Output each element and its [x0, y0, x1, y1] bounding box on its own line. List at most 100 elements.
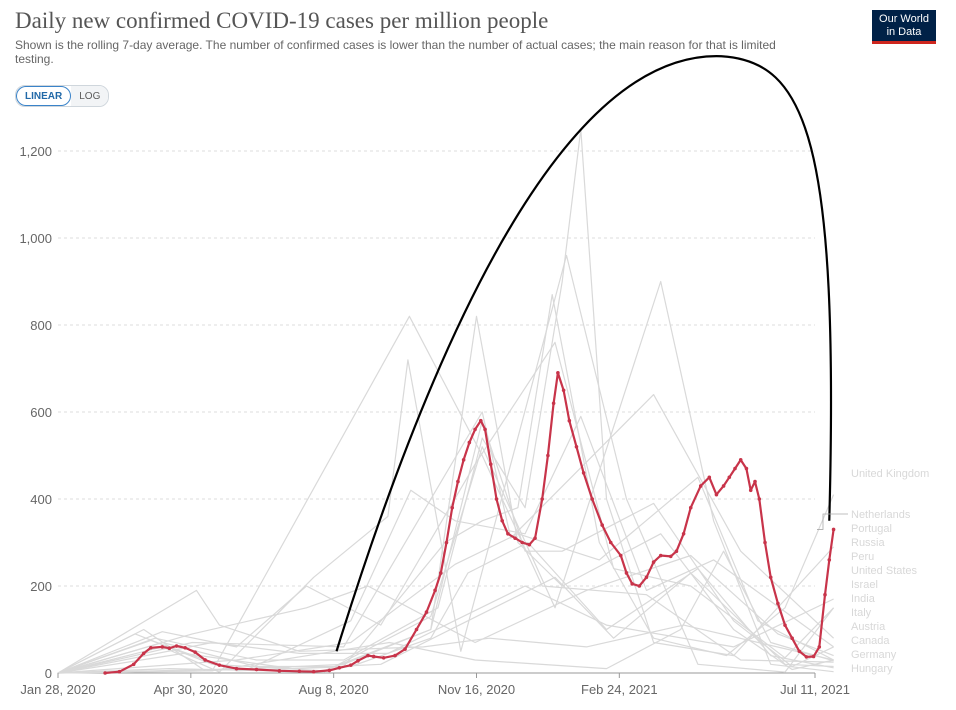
data-point — [131, 662, 136, 667]
end-label-portugal: Portugal — [851, 523, 892, 535]
data-point — [103, 671, 107, 675]
data-point — [438, 571, 443, 575]
series-line-unlabeled-17 — [57, 394, 835, 674]
data-point — [817, 645, 822, 649]
axis-labels: 0 200 400 600 800 1,000 1,200 Jan 28, 2020 Apr 3… — [19, 144, 849, 697]
data-point — [193, 650, 197, 654]
y-tick-label: 1,200 — [19, 144, 52, 159]
x-tick-label: Nov 16, 2020 — [438, 682, 515, 697]
series-line-italy — [57, 420, 834, 674]
data-point — [658, 553, 663, 558]
data-point — [494, 497, 499, 501]
data-point — [433, 588, 437, 593]
data-point — [757, 497, 762, 501]
data-point — [141, 651, 146, 656]
series-line-unlabeled-13 — [57, 315, 834, 674]
end-label-india: India — [851, 593, 876, 605]
data-point — [500, 518, 505, 523]
data-point — [637, 584, 642, 588]
data-point — [827, 558, 832, 562]
data-point — [674, 549, 679, 553]
netherlands-label-connector — [817, 513, 848, 530]
end-label-israel: Israel — [851, 579, 878, 591]
end-label-hungary: Hungary — [851, 663, 893, 675]
data-point — [733, 466, 737, 471]
data-point — [203, 658, 207, 662]
highlighted-series — [103, 371, 836, 675]
data-point — [160, 645, 165, 649]
data-point — [651, 560, 656, 564]
data-point — [590, 497, 594, 501]
data-point — [567, 418, 572, 423]
end-labels: United Kingdom Netherlands Portugal Russia P… — [817, 468, 929, 675]
data-point — [776, 601, 780, 606]
data-point — [823, 592, 827, 597]
background-series — [57, 128, 835, 674]
data-point — [424, 610, 429, 614]
data-point — [356, 659, 360, 663]
data-point — [371, 654, 376, 659]
y-tick-label: 600 — [30, 405, 52, 420]
data-point — [183, 645, 187, 650]
data-point — [488, 462, 493, 467]
data-point — [714, 492, 719, 497]
data-point — [174, 644, 179, 648]
data-point — [644, 575, 649, 580]
data-point — [117, 669, 122, 674]
data-point — [707, 475, 712, 480]
data-point — [349, 663, 353, 667]
logo-line-1: Our World — [879, 13, 929, 25]
end-label-netherlands: Netherlands — [851, 509, 911, 521]
data-point — [393, 653, 397, 658]
series-line-israel — [57, 254, 835, 674]
x-tick-label: Apr 30, 2020 — [154, 682, 228, 697]
chart-title: Daily new confirmed COVID-19 cases per m… — [15, 8, 549, 33]
data-point — [748, 488, 753, 493]
data-point — [217, 663, 222, 667]
data-point — [797, 649, 802, 654]
series-line-unlabeled-14 — [57, 415, 834, 674]
y-tick-label: 200 — [30, 579, 52, 594]
data-point — [574, 445, 579, 449]
data-point — [744, 466, 749, 471]
data-point — [506, 532, 510, 536]
data-point — [444, 540, 449, 545]
data-point — [337, 665, 342, 670]
end-label-italy: Italy — [851, 607, 872, 619]
series-line-portugal — [57, 128, 835, 674]
data-point — [450, 505, 455, 510]
data-point — [414, 627, 419, 632]
data-point — [668, 554, 673, 559]
data-point — [600, 523, 604, 527]
data-point — [513, 536, 517, 540]
annotation-arc — [335, 55, 833, 652]
series-line-hungary — [57, 280, 834, 674]
data-point — [581, 471, 586, 475]
data-point — [483, 427, 487, 432]
data-point — [624, 571, 629, 575]
end-label-germany: Germany — [851, 649, 897, 661]
end-label-united-states: United States — [851, 565, 918, 577]
data-point — [461, 458, 466, 462]
owid-logo[interactable]: Our World in Data — [872, 10, 936, 44]
linear-scale-button[interactable]: LINEAR — [16, 86, 72, 106]
data-point — [167, 646, 172, 651]
data-point — [254, 667, 259, 672]
data-point — [753, 479, 757, 484]
data-point — [790, 636, 794, 640]
data-point — [727, 475, 732, 480]
series-line-canada — [57, 572, 834, 674]
series-line-unlabeled-16 — [57, 476, 834, 674]
data-point — [533, 536, 537, 540]
chart-subtitle: Shown is the rolling 7-day average. The … — [15, 38, 776, 66]
series-line-india — [57, 550, 834, 674]
logo-line-2: in Data — [886, 26, 922, 38]
data-point — [630, 582, 634, 586]
log-scale-button[interactable]: LOG — [71, 86, 109, 106]
y-tick-label: 0 — [45, 666, 52, 681]
annotation-layer — [335, 55, 833, 652]
data-point — [698, 484, 703, 488]
data-point — [473, 427, 477, 432]
data-point — [561, 388, 566, 393]
y-tick-label: 400 — [30, 492, 52, 507]
